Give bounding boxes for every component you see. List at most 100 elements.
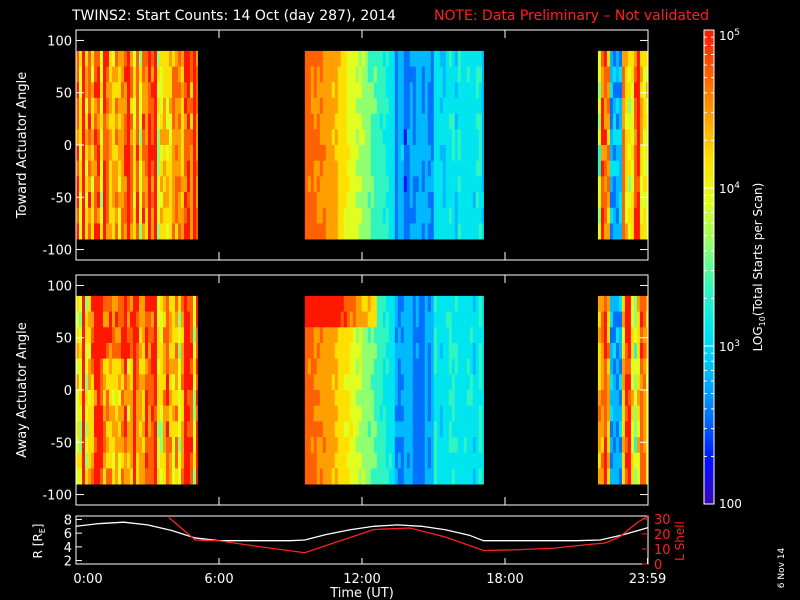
heatmap-cell [163, 160, 167, 177]
heatmap-cell [439, 129, 444, 146]
heatmap-cell [109, 437, 113, 454]
heatmap-cell [376, 452, 381, 469]
heatmap-cell [304, 452, 309, 469]
heatmap-cell [388, 468, 393, 485]
heatmap-cell [436, 66, 441, 83]
heatmap-cell [196, 358, 198, 375]
heatmap-cell [597, 437, 602, 454]
heatmap-cell [618, 437, 623, 454]
heatmap-cell [109, 160, 113, 177]
heatmap-cell [121, 468, 125, 485]
heatmap-cell [472, 468, 477, 485]
heatmap-cell [373, 82, 378, 99]
heatmap-cell [469, 390, 474, 407]
heatmap-cell [142, 452, 146, 469]
heatmap-cell [106, 358, 110, 375]
heatmap-cell [103, 468, 107, 485]
heatmap-cell [349, 421, 354, 438]
heatmap-cell [481, 358, 484, 375]
heatmap-cell [358, 342, 363, 360]
heatmap-cell [352, 295, 357, 312]
heatmap-cell [475, 405, 480, 422]
heatmap-cell [145, 207, 149, 224]
toward-heatmap [76, 50, 649, 240]
heatmap-cell [127, 295, 131, 312]
heatmap-cell [457, 50, 462, 67]
heatmap-cell [190, 207, 194, 224]
heatmap-cell [154, 82, 158, 99]
heatmap-cell [142, 295, 146, 312]
heatmap-cell [358, 327, 363, 344]
heatmap-cell [106, 145, 110, 162]
heatmap-cell [409, 452, 414, 469]
heatmap-cell [133, 145, 137, 162]
heatmap-cell [618, 311, 623, 328]
heatmap-cell [472, 405, 477, 422]
heatmap-cell [415, 311, 420, 328]
heatmap-cell [181, 207, 185, 224]
heatmap-cell [79, 192, 83, 209]
heatmap-cell [439, 342, 444, 360]
heatmap-cell [382, 66, 387, 83]
heatmap-cell [409, 405, 414, 422]
heatmap-cell [382, 129, 387, 146]
heatmap-cell [196, 129, 198, 146]
heatmap-cell [475, 437, 480, 454]
heatmap-cell [397, 113, 402, 130]
heatmap-cell [603, 113, 608, 130]
heatmap-cell [433, 82, 438, 99]
heatmap-cell [612, 129, 617, 146]
heatmap-cell [460, 295, 465, 312]
heatmap-cell [352, 311, 357, 328]
heatmap-cell [304, 468, 309, 485]
heatmap-cell [370, 437, 375, 454]
heatmap-cell [442, 192, 447, 209]
heatmap-cell [457, 342, 462, 360]
heatmap-cell [307, 374, 312, 391]
heatmap-cell [400, 223, 405, 240]
heatmap-cell [322, 176, 327, 193]
heatmap-cell [636, 113, 641, 130]
heatmap-cell [310, 295, 315, 312]
heatmap-cell [151, 129, 155, 146]
heatmap-cell [451, 311, 456, 328]
heatmap-cell [178, 421, 182, 438]
heatmap-cell [124, 66, 128, 83]
heatmap-cell [621, 437, 626, 454]
heatmap-cell [94, 113, 98, 130]
heatmap-cell [85, 342, 89, 360]
heatmap-cell [337, 145, 342, 162]
heatmap-cell [151, 192, 155, 209]
heatmap-cell [97, 437, 101, 454]
heatmap-cell [630, 223, 635, 240]
heatmap-cell [163, 468, 167, 485]
heatmap-cell [424, 405, 429, 422]
heatmap-cell [409, 97, 414, 115]
heatmap-cell [166, 374, 170, 391]
heatmap-cell [100, 311, 104, 328]
heatmap-cell [597, 50, 602, 67]
heatmap-cell [85, 452, 89, 469]
heatmap-cell [430, 192, 435, 209]
heatmap-cell [115, 129, 119, 146]
heatmap-cell [433, 223, 438, 240]
heatmap-cell [430, 390, 435, 407]
heatmap-cell [409, 358, 414, 375]
heatmap-cell [597, 405, 602, 422]
heatmap-cell [94, 160, 98, 177]
heatmap-cell [600, 452, 605, 469]
heatmap-cell [304, 160, 309, 177]
heatmap-cell [103, 295, 107, 312]
heatmap-cell [145, 50, 149, 67]
heatmap-cell [409, 66, 414, 83]
heatmap-cell [394, 358, 399, 375]
heatmap-cell [424, 176, 429, 193]
heatmap-cell [121, 82, 125, 99]
heatmap-cell [187, 437, 191, 454]
heatmap-cell [406, 311, 411, 328]
heatmap-cell [436, 358, 441, 375]
heatmap-cell [448, 421, 453, 438]
heatmap-cell [94, 374, 98, 391]
heatmap-cell [430, 97, 435, 115]
heatmap-cell [633, 207, 638, 224]
